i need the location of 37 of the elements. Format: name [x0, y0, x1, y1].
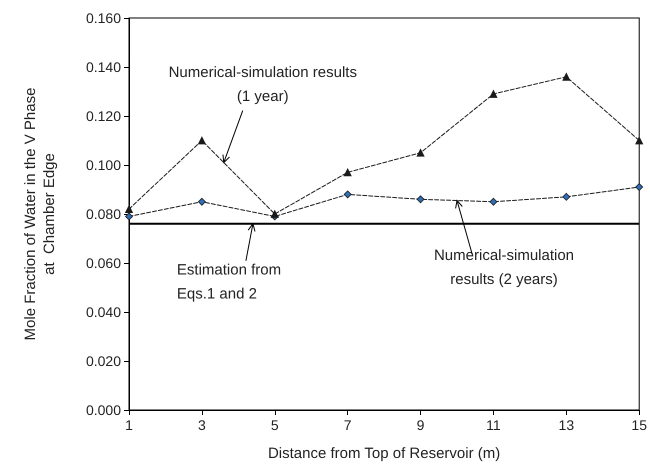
point [344, 168, 352, 176]
point [344, 190, 352, 198]
x-axis-title: Distance from Top of Reservoir (m) [268, 445, 500, 462]
point [635, 183, 644, 191]
annotation: Numerical-simulation results (1 year) [168, 64, 357, 106]
point [125, 212, 133, 220]
point [635, 136, 644, 144]
x-tick-label: 7 [344, 417, 352, 433]
annotation: Numerical-simulation results (2 years) [434, 247, 574, 288]
x-tick-label: 13 [558, 417, 574, 433]
y-tick-label: 0.040 [86, 304, 122, 320]
x-tick-label: 5 [270, 417, 279, 433]
point [270, 210, 279, 218]
annotation: Estimation from Eqs.1 and 2 [176, 261, 282, 302]
point [490, 198, 498, 206]
point [125, 205, 133, 213]
y-tick-label: 0.080 [86, 206, 122, 222]
point [490, 90, 498, 98]
point [562, 72, 570, 81]
point [198, 136, 206, 144]
point [198, 198, 206, 206]
x-tick-label: 15 [631, 417, 648, 433]
x-tick-label: 11 [486, 417, 501, 433]
y-tick-label: 0.000 [86, 402, 122, 418]
y-tick-label: 0.120 [86, 108, 122, 124]
y-tick-label: 0.060 [86, 255, 122, 271]
x-tick-label: 1 [125, 417, 134, 433]
point [416, 195, 424, 204]
y-tick-label: 0.020 [86, 353, 122, 369]
y-tick-label: 0.140 [86, 59, 122, 75]
x-tick-label: 3 [198, 417, 206, 433]
point [562, 192, 570, 201]
point [416, 148, 424, 157]
y-tick-label: 0.100 [86, 157, 122, 173]
y-axis-title: Mole Fraction of Water in the V Phase at Chamber Edge [22, 88, 58, 340]
x-tick-label: 9 [416, 417, 425, 433]
y-tick-label: 0.160 [86, 10, 122, 26]
